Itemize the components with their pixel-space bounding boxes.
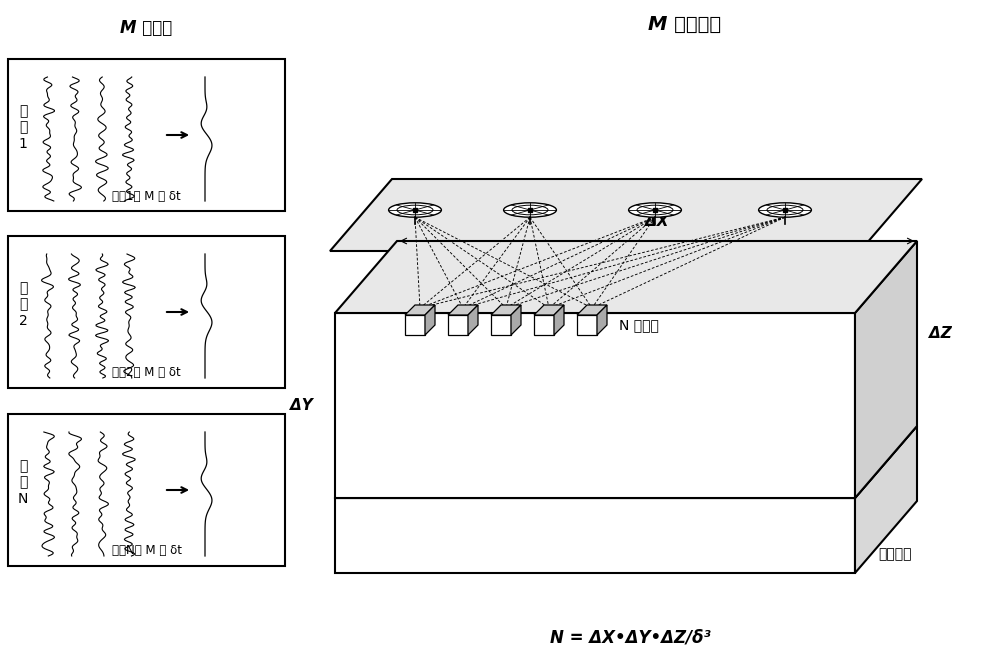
Polygon shape	[468, 305, 478, 335]
Ellipse shape	[389, 203, 441, 217]
Polygon shape	[448, 315, 468, 335]
Text: 体元2的 M 个 δt: 体元2的 M 个 δt	[112, 366, 181, 380]
Polygon shape	[577, 305, 607, 315]
Text: M 个采集站: M 个采集站	[648, 15, 722, 33]
Polygon shape	[405, 305, 435, 315]
Text: 体元1的 M 个 δt: 体元1的 M 个 δt	[112, 190, 181, 202]
Text: 体
元
2: 体 元 2	[19, 281, 27, 328]
Ellipse shape	[504, 203, 556, 217]
Polygon shape	[554, 305, 564, 335]
Ellipse shape	[759, 203, 811, 217]
Polygon shape	[597, 305, 607, 335]
Text: N 个体元: N 个体元	[619, 318, 659, 332]
Text: 目标区域: 目标区域	[878, 547, 912, 561]
Polygon shape	[511, 305, 521, 335]
Text: M 道数据: M 道数据	[120, 19, 173, 37]
Polygon shape	[335, 426, 917, 498]
Polygon shape	[330, 179, 922, 251]
Polygon shape	[491, 315, 511, 335]
Text: 体元N的 M 个 δt: 体元N的 M 个 δt	[112, 545, 182, 557]
Bar	[8, 414, 285, 566]
Text: 2: 2	[455, 320, 461, 330]
Text: N: N	[583, 320, 591, 330]
Polygon shape	[335, 313, 855, 498]
Text: 体
元
N: 体 元 N	[18, 459, 28, 505]
Text: 1: 1	[412, 320, 418, 330]
Polygon shape	[425, 305, 435, 335]
Text: N = ΔX•ΔY•ΔZ/δ³: N = ΔX•ΔY•ΔZ/δ³	[550, 629, 710, 647]
Text: ΔY: ΔY	[290, 398, 313, 413]
Polygon shape	[335, 241, 917, 313]
Polygon shape	[534, 305, 564, 315]
Polygon shape	[448, 305, 478, 315]
Bar	[8, 59, 285, 211]
Polygon shape	[855, 426, 917, 573]
Polygon shape	[335, 498, 855, 573]
Text: ΔX: ΔX	[645, 214, 669, 229]
Text: ΔZ: ΔZ	[929, 326, 952, 341]
Text: 体
元
1: 体 元 1	[19, 104, 27, 151]
Polygon shape	[534, 315, 554, 335]
Polygon shape	[491, 305, 521, 315]
Polygon shape	[405, 315, 425, 335]
Polygon shape	[855, 241, 917, 498]
Ellipse shape	[629, 203, 681, 217]
Polygon shape	[577, 315, 597, 335]
Bar	[8, 236, 285, 388]
